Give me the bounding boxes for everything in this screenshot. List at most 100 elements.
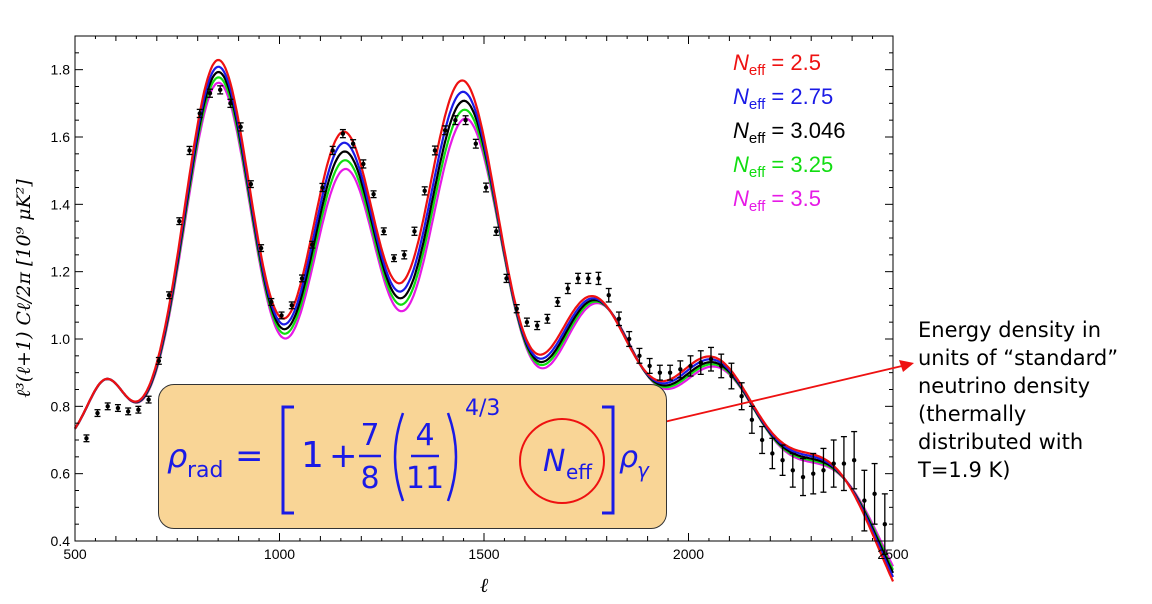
data-point: [523, 317, 530, 327]
data-point: [871, 462, 878, 525]
data-point: [656, 364, 663, 381]
data-marker: [616, 316, 622, 321]
data-marker: [534, 323, 540, 328]
data-marker: [647, 363, 652, 369]
y-tick-label: 0.6: [51, 466, 71, 482]
formula-right-paren: [446, 412, 458, 502]
data-point: [585, 272, 592, 285]
formula-left-paren: [393, 412, 405, 502]
data-point: [544, 313, 551, 324]
x-tick-label: 500: [63, 546, 87, 562]
data-marker: [514, 306, 519, 311]
formula-lhs-sub: rad: [187, 458, 224, 483]
data-marker: [821, 468, 826, 473]
data-point: [575, 272, 582, 285]
legend-entry: Neff = 3.25: [733, 152, 833, 181]
data-marker: [258, 245, 264, 251]
data-point: [217, 85, 224, 95]
data-point: [677, 360, 684, 379]
data-marker: [340, 131, 346, 136]
data-point: [339, 128, 346, 139]
data-point: [851, 430, 858, 490]
data-marker: [667, 370, 673, 375]
formula-left-bracket: [281, 405, 294, 515]
formula-n-symbol: N: [543, 444, 565, 479]
data-marker: [780, 458, 785, 463]
legend-entry: Neff = 2.75: [733, 84, 833, 113]
annotation-line: units of “standard”: [918, 346, 1119, 370]
data-point: [135, 405, 142, 414]
data-point: [421, 186, 428, 196]
x-tick-label: 2500: [877, 546, 908, 562]
data-marker: [228, 101, 233, 106]
annotation-line: neutrino density: [918, 374, 1091, 398]
model-curves: [74, 58, 895, 582]
data-marker: [770, 451, 775, 456]
x-tick-label: 2000: [673, 546, 704, 562]
data-marker: [146, 397, 151, 402]
data-marker: [759, 437, 765, 443]
data-marker: [371, 192, 376, 197]
formula-n-sub: eff: [566, 460, 593, 484]
data-point: [298, 274, 305, 283]
annotation-line: T=1.9 K): [918, 458, 1011, 482]
formula-lhs-symbol: ρ: [167, 437, 187, 475]
y-tick-label: 1.0: [51, 331, 71, 347]
formula-rhs-symbol: ρ: [619, 440, 638, 475]
data-point: [748, 405, 755, 434]
formula: ρ rad = 1 + 7 8 4 11 4/3 N eff ρ: [167, 396, 650, 515]
data-point: [810, 452, 817, 495]
data-marker: [177, 218, 182, 224]
data-marker: [217, 87, 223, 93]
data-marker: [657, 370, 663, 375]
data-point: [83, 434, 90, 443]
data-marker: [841, 461, 847, 466]
formula-frac1-den: 8: [360, 461, 379, 496]
data-point: [462, 115, 469, 126]
data-marker: [872, 491, 877, 497]
data-marker: [136, 407, 141, 412]
data-marker: [678, 367, 683, 372]
legend-entry: Neff = 2.5: [733, 50, 821, 79]
data-point: [125, 407, 132, 416]
data-point: [227, 98, 234, 109]
data-point: [288, 301, 295, 310]
data-point: [789, 452, 796, 488]
data-marker: [749, 417, 755, 422]
y-tick-label: 1.6: [51, 129, 71, 145]
data-point: [309, 240, 316, 249]
data-marker: [402, 252, 407, 258]
data-marker: [95, 410, 100, 416]
x-tick-label: 1000: [264, 546, 295, 562]
data-marker: [350, 141, 356, 146]
data-point: [728, 362, 735, 390]
data-marker: [626, 336, 632, 342]
data-marker: [310, 242, 315, 247]
data-point: [145, 395, 152, 404]
formula-frac1-num: 7: [360, 418, 379, 453]
data-point: [411, 226, 418, 236]
data-marker: [442, 128, 448, 133]
data-point: [759, 425, 766, 455]
data-points: [83, 85, 888, 556]
data-point: [830, 439, 837, 488]
data-marker: [330, 148, 335, 153]
x-tick-label: 1500: [468, 546, 499, 562]
data-marker: [361, 161, 366, 167]
data-marker: [473, 141, 479, 146]
data-marker: [381, 229, 386, 234]
annotation-line: Energy density in: [918, 318, 1102, 342]
data-point: [237, 122, 244, 132]
x-axis-label: ℓ: [480, 573, 489, 597]
data-point: [800, 457, 807, 497]
data-marker: [831, 461, 836, 466]
data-point: [431, 145, 438, 156]
data-marker: [156, 358, 162, 364]
legend: Neff = 2.5 Neff = 2.75 Neff = 3.046 Neff = …: [733, 50, 845, 215]
data-point: [513, 304, 520, 314]
data-marker: [115, 405, 121, 411]
data-point: [206, 88, 213, 98]
data-marker: [197, 111, 202, 116]
data-point: [483, 182, 490, 193]
